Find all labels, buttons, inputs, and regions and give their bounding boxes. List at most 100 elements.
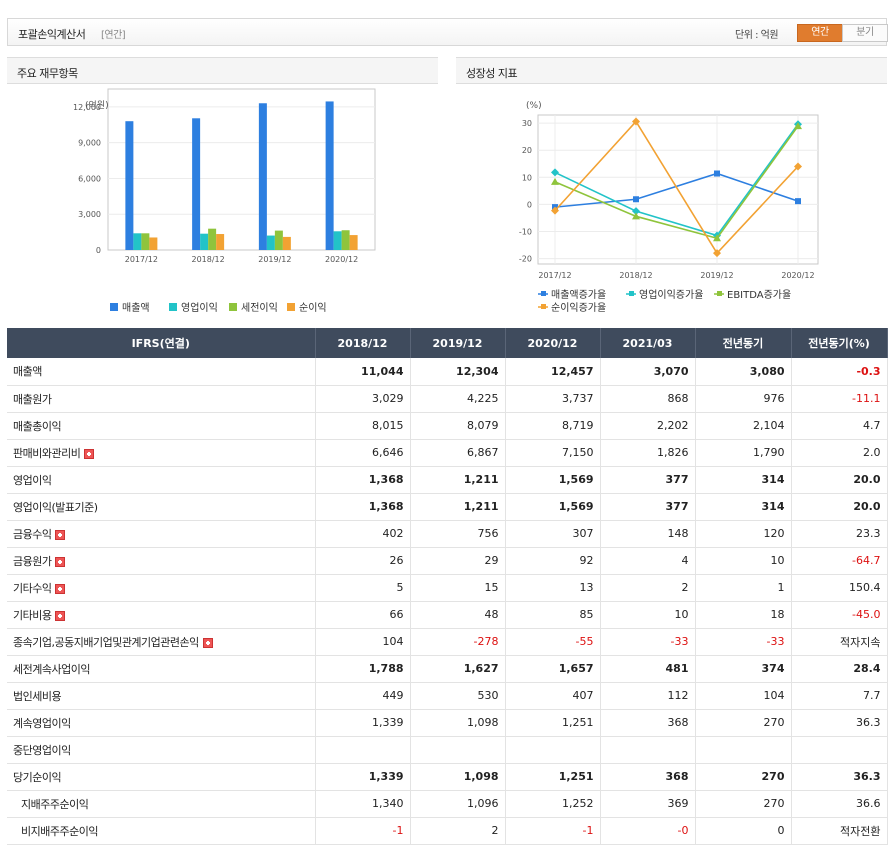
row-label-cell: 영업이익 [7,466,316,494]
value-cell: 11,044 [315,358,411,386]
bar-0-2 [258,103,267,251]
bar-0-1 [192,118,201,250]
row-label: 영업이익(발표기준) [13,500,98,514]
value-cell: 148 [600,520,696,548]
value-cell: 7,150 [505,439,601,467]
value-cell: 368 [600,763,696,791]
table-header-row: IFRS(연결) 2018/12 2019/12 2020/12 2021/03 전년동기… [7,328,888,358]
bar-legend-swatch [287,303,295,311]
bar-3-3 [349,235,358,250]
value-cell: 868 [600,385,696,413]
line-x-tick-label: 2019/12 [700,271,733,280]
row-label: 법인세비용 [13,689,62,703]
value-cell: 28.4 [791,655,888,683]
value-cell: 368 [600,709,696,737]
value-cell: 1,211 [410,493,506,521]
line-y-tick-label: 0 [527,200,532,209]
column-header: 전년동기 [695,328,792,358]
table-row: 판매비와관리비 6,646 6,867 7,150 1,826 1,790 2.0 [7,439,888,467]
table-row: 세전계속사업이익 1,788 1,627 1,657 481 374 28.4 [7,655,888,683]
row-label: 비지배주주순이익 [21,824,98,838]
income-statement-table: IFRS(연결) 2018/12 2019/12 2020/12 2021/03 전년동기… [7,328,888,845]
bar-y-axis-label: (억원) [85,99,109,111]
bar-2-1 [208,228,217,250]
value-cell: 6,646 [315,439,411,467]
value-cell: 314 [695,466,792,494]
column-header: 2021/03 [600,328,696,358]
row-label-cell: 비지배주주순이익 [7,817,316,845]
value-cell [695,736,792,764]
table-row: 매출액 11,044 12,304 12,457 3,070 3,080 -0.3 [7,358,888,386]
value-cell: 5 [315,574,411,602]
value-cell: 1,826 [600,439,696,467]
value-cell: 1,096 [410,790,506,818]
column-header: 전년동기(%) [791,328,888,358]
value-cell: 8,015 [315,412,411,440]
annual-tab-button[interactable]: 연간 [797,24,843,42]
growth-chart-panel: 성장성 지표 (%) -20 -10 0 10 20 30 2017/12 2018/12 201… [456,57,887,328]
bar-1-3 [333,231,342,250]
value-cell: 481 [600,655,696,683]
line-point-3-0 [551,206,559,215]
bar-3-2 [282,236,291,250]
row-label-cell: 매출총이익 [7,412,316,440]
value-cell: 1,251 [505,709,601,737]
expand-plus-icon[interactable] [202,637,213,648]
value-cell: 92 [505,547,601,575]
value-cell: 1,657 [505,655,601,683]
value-cell: 4,225 [410,385,506,413]
line-x-tick-label: 2017/12 [538,271,571,280]
bar-1-2 [266,235,275,250]
line-y-tick-label: 30 [522,119,532,128]
line-point-2-1 [632,212,640,220]
value-cell: 1,368 [315,493,411,521]
value-cell: 449 [315,682,411,710]
value-cell: 314 [695,493,792,521]
line-point-1-1 [632,207,640,216]
value-cell: -33 [695,628,792,656]
row-label-cell: 매출액 [7,358,316,386]
quarter-tab-button[interactable]: 분기 [842,24,888,42]
expand-plus-icon[interactable] [55,529,66,540]
value-cell: -0 [600,817,696,845]
value-cell: -0.3 [791,358,888,386]
line-point-2-3 [794,122,802,130]
value-cell: 8,079 [410,412,506,440]
expand-plus-icon[interactable] [55,583,66,594]
value-cell: 적자지속 [791,628,888,656]
line-legend-marker [717,291,722,296]
value-cell: 23.3 [791,520,888,548]
table-row: 매출총이익 8,015 8,079 8,719 2,202 2,104 4.7 [7,412,888,440]
growth-line-chart: (%) -20 -10 0 10 20 30 2017/12 2018/12 2019/12 202… [519,101,819,314]
row-label-cell: 판매비와관리비 [7,439,316,467]
value-cell: 85 [505,601,601,629]
bar-3-0 [149,237,158,250]
column-header: IFRS(연결) [7,328,316,358]
bar-legend-label: 순이익 [299,302,327,314]
table-row: 비지배주주순이익 -1 2 -1 -0 0 적자전환 [7,817,888,845]
bar-x-tick-label: 2019/12 [258,255,291,264]
value-cell: 2,104 [695,412,792,440]
row-label: 당기순이익 [13,770,62,784]
value-cell: 7.7 [791,682,888,710]
line-point-0-2 [714,170,720,177]
value-cell: 1,569 [505,466,601,494]
row-label-cell: 세전계속사업이익 [7,655,316,683]
line-y-tick-label: -10 [519,227,532,236]
expand-plus-icon[interactable] [84,448,95,459]
value-cell: -1 [315,817,411,845]
value-cell: 377 [600,493,696,521]
value-cell [600,736,696,764]
value-cell: 1 [695,574,792,602]
bar-0-0 [125,121,134,250]
row-label: 중단영업이익 [13,743,71,757]
expand-plus-icon[interactable] [55,556,66,567]
value-cell: 4.7 [791,412,888,440]
value-cell: 112 [600,682,696,710]
expand-plus-icon[interactable] [55,610,66,621]
bar-x-tick-label: 2018/12 [192,255,225,264]
value-cell: 12,304 [410,358,506,386]
bar-legend-label: 영업이익 [181,301,218,314]
bar-y-tick-label: 9,000 [78,139,101,148]
table-row: 법인세비용 449 530 407 112 104 7.7 [7,682,888,710]
